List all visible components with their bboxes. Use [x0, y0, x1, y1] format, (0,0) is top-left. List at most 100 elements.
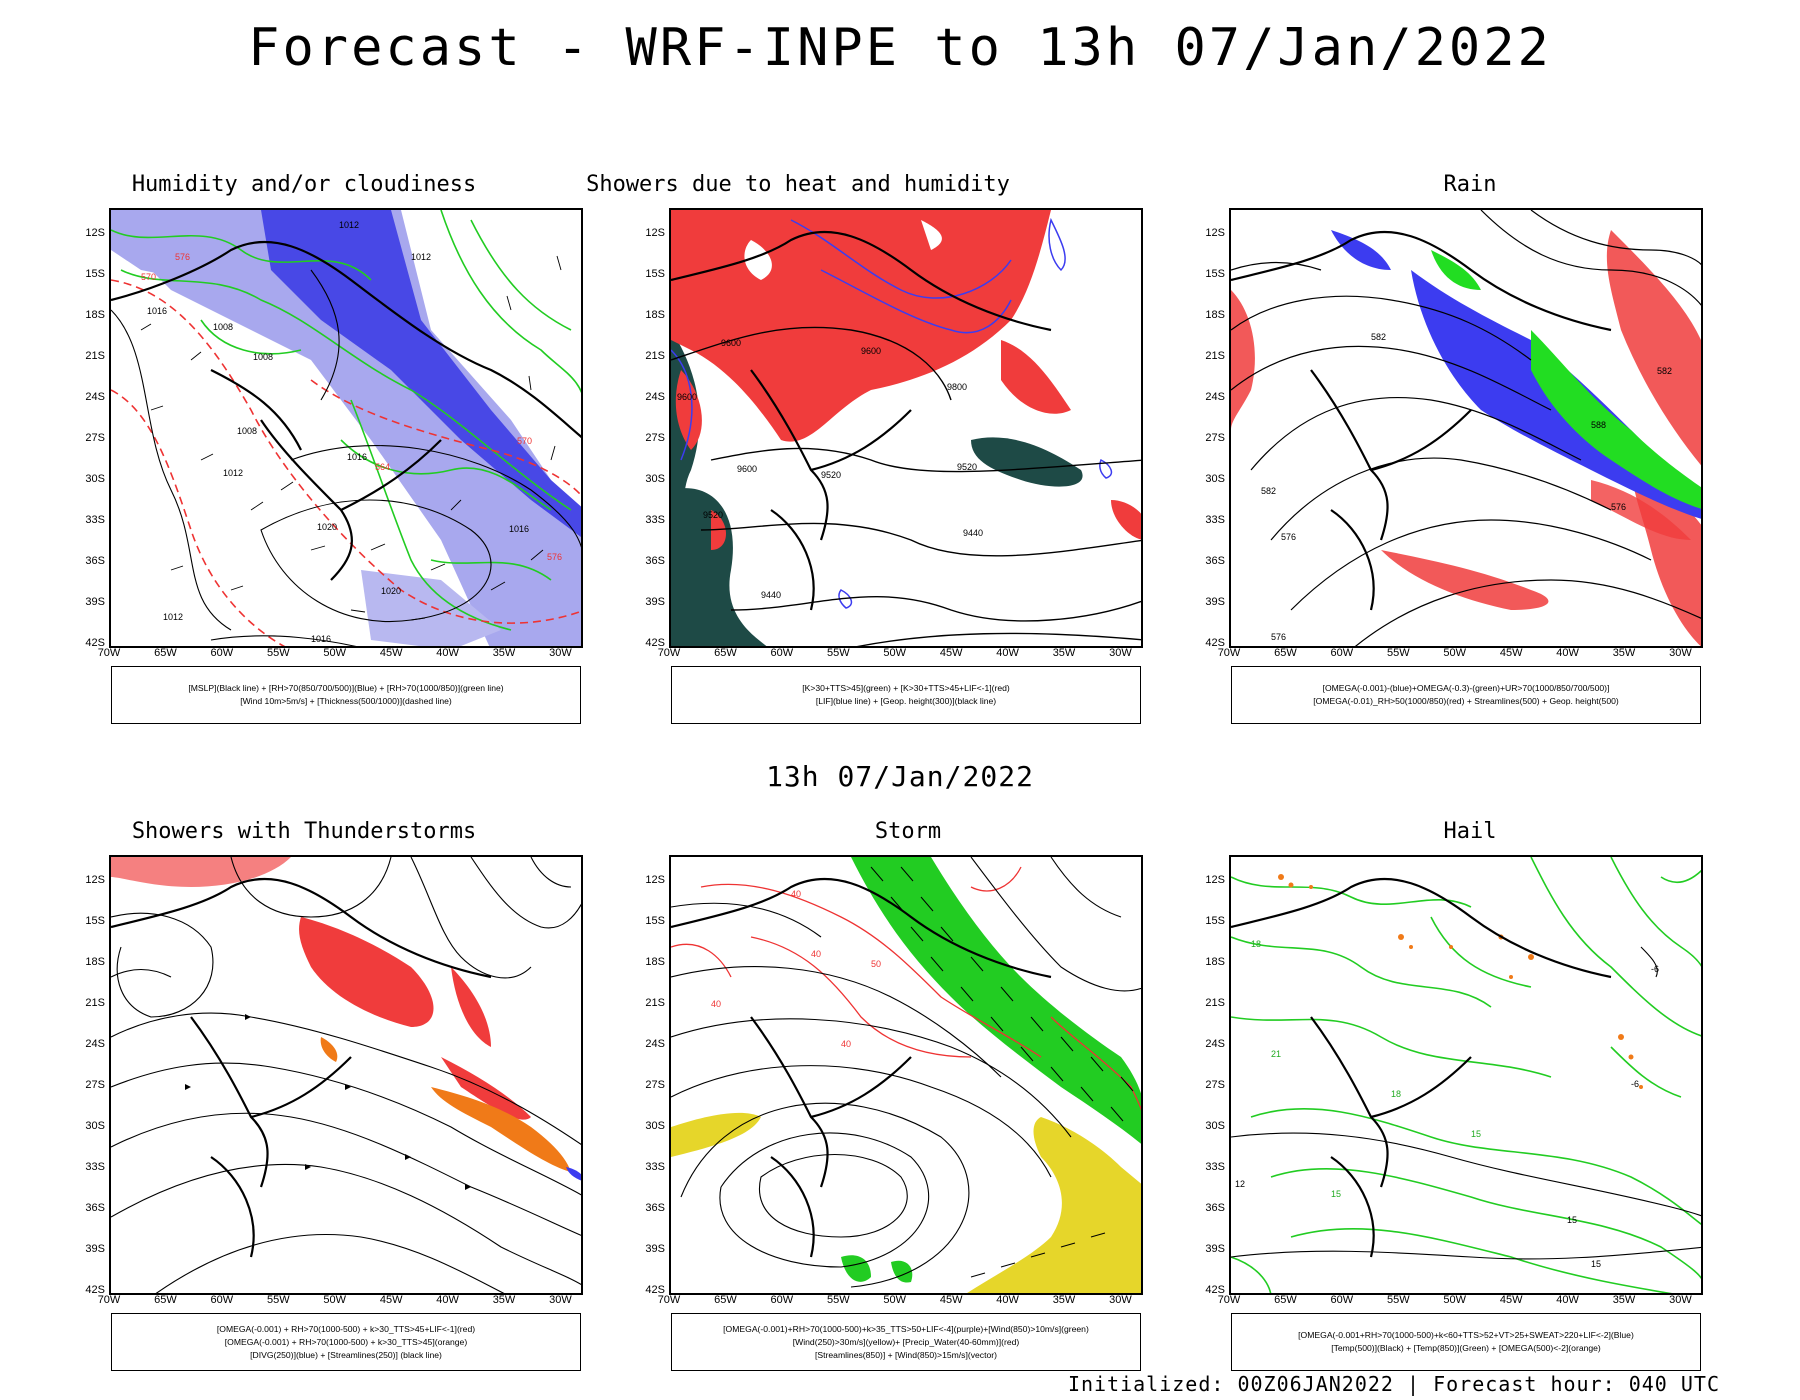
lat-tick-label: 12S: [1205, 227, 1225, 239]
lat-tick-label: 24S: [85, 391, 105, 403]
contour-label: 588: [1591, 420, 1606, 430]
lon-tick-label: 60W: [770, 1294, 794, 1306]
contour-label: 9440: [761, 590, 781, 600]
lon-tick-label: 40W: [1556, 647, 1579, 659]
contour-label: 576: [547, 552, 562, 562]
lat-tick-label: 21S: [645, 350, 665, 362]
contour-label: 1012: [223, 468, 243, 478]
lon-tick-label: 30W: [1109, 647, 1132, 659]
lon-tick-label: 55W: [266, 647, 290, 659]
panel-title: Showers with Thunderstorms: [131, 819, 477, 844]
contour-label: 18: [1391, 1089, 1401, 1099]
lat-tick-label: 33S: [1205, 514, 1225, 526]
main-title: Forecast - WRF-INPE to 13h 07/Jan/2022: [248, 18, 1552, 78]
lon-tick-label: 55W: [826, 647, 850, 659]
lat-tick-label: 12S: [85, 874, 105, 886]
contour-label: 40: [811, 949, 821, 959]
lon-tick-label: 45W: [1499, 1294, 1523, 1306]
lon-tick-label: 70W: [97, 647, 121, 659]
lat-tick-label: 42S: [1205, 1284, 1225, 1296]
lat-tick-label: 42S: [645, 1284, 665, 1296]
contour-label: 576: [175, 252, 190, 262]
lon-tick-label: 65W: [154, 1294, 177, 1306]
lat-tick-label: 36S: [1205, 1202, 1225, 1214]
lat-tick-label: 42S: [645, 637, 665, 649]
map-humidity[interactable]: 1012 1012 1008 1008 1016 1008 1012 1016 …: [109, 208, 583, 648]
lat-tick-label: 33S: [85, 514, 105, 526]
lat-tick-label: 36S: [1205, 555, 1225, 567]
lat-tick-label: 15S: [1205, 268, 1225, 280]
lon-tick-label: 50W: [883, 647, 907, 659]
lat-tick-label: 27S: [645, 1079, 665, 1091]
lat-tick-label: 18S: [645, 309, 665, 321]
map-storm[interactable]: 40 40 40 50 40: [669, 855, 1143, 1295]
map-thunderstorms[interactable]: [109, 855, 583, 1295]
lat-tick-label: 12S: [645, 227, 665, 239]
lon-tick-label: 50W: [1443, 1294, 1467, 1306]
lat-tick-label: 15S: [645, 268, 665, 280]
lat-tick-label: 21S: [1205, 350, 1225, 362]
contour-label: 576: [1281, 532, 1296, 542]
lon-tick-label: 65W: [1274, 1294, 1297, 1306]
contour-label: 9520: [957, 462, 977, 472]
lat-tick-label: 39S: [85, 1243, 105, 1255]
lon-tick-label: 45W: [379, 647, 403, 659]
lon-tick-label: 70W: [1217, 647, 1241, 659]
legend-showers-heat: [K>30+TTS>45](green) + [K>30+TTS>45+LIF<…: [671, 666, 1141, 724]
contour-label: 1016: [509, 524, 529, 534]
lat-tick-label: 24S: [645, 1038, 665, 1050]
lon-tick-label: 30W: [1109, 1294, 1132, 1306]
lat-tick-label: 18S: [85, 956, 105, 968]
lat-tick-label: 33S: [1205, 1161, 1225, 1173]
lat-tick-label: 21S: [85, 997, 105, 1009]
panel-title: Hail: [1443, 819, 1497, 844]
lat-tick-label: 27S: [645, 432, 665, 444]
lon-tick-label: 60W: [210, 647, 234, 659]
lat-tick-label: 21S: [645, 997, 665, 1009]
lon-tick-label: 30W: [1669, 647, 1692, 659]
legend-line: [Wind(250)>30m/s](yellow)+ [Precip_Water…: [792, 1336, 1020, 1347]
lon-tick-label: 45W: [1499, 647, 1523, 659]
legend-line: [OMEGA(-0.001)+RH>70(1000-500)+k>35_TTS>…: [723, 1323, 1089, 1334]
contour-label: 1008: [237, 426, 257, 436]
contour-label: 1012: [411, 252, 431, 262]
lat-tick-label: 24S: [1205, 391, 1225, 403]
map-showers-heat[interactable]: 9600 9600 9600 9600 9520 9520 9520 9440 …: [669, 208, 1143, 648]
lat-tick-label: 15S: [85, 268, 105, 280]
lon-tick-label: 55W: [266, 1294, 290, 1306]
lon-tick-label: 45W: [939, 1294, 963, 1306]
lon-tick-label: 50W: [323, 1294, 347, 1306]
contour-label: 9600: [737, 464, 757, 474]
panel-title: Rain: [1443, 172, 1497, 197]
lat-tick-label: 30S: [1205, 473, 1225, 485]
legend-line: [Streamlines(850)] + [Wind(850)>15m/s](v…: [815, 1349, 997, 1360]
lon-tick-label: 65W: [154, 647, 177, 659]
panel-title: Storm: [874, 819, 942, 844]
map-hail[interactable]: -6 -6 12 15 15 18 15 15 21 18: [1229, 855, 1703, 1295]
contour-label: 582: [1261, 486, 1276, 496]
lat-tick-label: 18S: [645, 956, 665, 968]
lat-tick-label: 39S: [1205, 1243, 1225, 1255]
lat-tick-label: 39S: [645, 1243, 665, 1255]
lon-tick-label: 60W: [210, 1294, 234, 1306]
lon-tick-label: 70W: [657, 647, 681, 659]
contour-label: 1008: [253, 352, 273, 362]
lat-tick-label: 12S: [645, 874, 665, 886]
contour-label: 15: [1591, 1259, 1601, 1269]
lon-tick-label: 35W: [1612, 1294, 1636, 1306]
legend-line: [OMEGA(-0.001) + RH>70(1000-500) + k>30_…: [224, 1336, 468, 1347]
contour-label: 21: [1271, 1049, 1281, 1059]
legend-line: [OMEGA(-0.01)_RH>50(1000/850)(red) + Str…: [1313, 696, 1619, 706]
map-rain[interactable]: 582 582 576 576 582 576 588: [1229, 208, 1703, 648]
lon-tick-label: 70W: [657, 1294, 681, 1306]
lat-tick-label: 21S: [85, 350, 105, 362]
lon-tick-label: 45W: [379, 1294, 403, 1306]
lon-tick-label: 50W: [883, 1294, 907, 1306]
contour-label: 9600: [721, 338, 741, 348]
lat-tick-label: 39S: [645, 596, 665, 608]
contour-label: 40: [711, 999, 721, 1009]
lat-tick-label: 24S: [1205, 1038, 1225, 1050]
lat-tick-label: 42S: [85, 637, 105, 649]
legend-line: [OMEGA(-0.001+RH>70(1000-500)+k<60+TTS>5…: [1298, 1330, 1634, 1340]
lat-tick-label: 21S: [1205, 997, 1225, 1009]
